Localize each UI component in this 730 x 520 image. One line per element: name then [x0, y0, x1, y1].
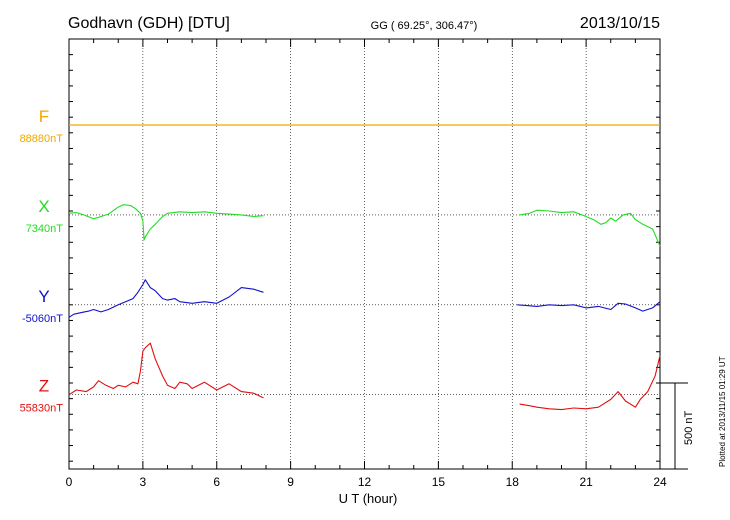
x-tick-label: 12	[358, 475, 372, 489]
station-coordinates: GG ( 69.25°, 306.47°)	[371, 20, 478, 32]
series-line-x	[68, 204, 264, 241]
series-line-x	[519, 209, 661, 247]
series-name-x: X	[38, 197, 49, 216]
series-name-y: Y	[38, 287, 49, 306]
x-tick-label: 9	[287, 475, 294, 489]
series-line-y	[517, 301, 661, 312]
series-baseline-x: 7340nT	[26, 223, 64, 235]
series-baseline-y: -5060nT	[22, 313, 63, 325]
x-axis-label: U T (hour)	[339, 491, 398, 506]
series-labels: F 88880nT X 7340nT Y -5060nT Z 55830nT	[20, 107, 64, 415]
x-tick-label: 0	[66, 475, 73, 489]
grid-lines	[69, 39, 660, 469]
x-tick-label: 18	[506, 475, 520, 489]
x-tick-label: 24	[653, 475, 667, 489]
x-tick-label: 3	[140, 475, 147, 489]
chart-date: 2013/10/15	[580, 15, 660, 32]
x-tick-label: 6	[213, 475, 220, 489]
series-line-y	[68, 279, 264, 318]
series-lines	[68, 124, 661, 411]
x-tick-labels: 0 3 6 9 12 15 18 21 24	[66, 475, 667, 489]
series-line-z	[519, 355, 661, 411]
series-baseline-z: 55830nT	[20, 403, 64, 415]
station-title: Godhavn (GDH) [DTU]	[68, 15, 230, 32]
scale-bar-label: 500 nT	[683, 410, 695, 445]
series-line-z	[68, 342, 264, 399]
x-tick-label: 15	[432, 475, 446, 489]
series-name-z: Z	[39, 377, 49, 396]
x-tick-label: 21	[579, 475, 593, 489]
axis-ticks	[68, 39, 661, 469]
series-name-f: F	[39, 107, 49, 126]
plot-frame	[68, 38, 661, 470]
series-baseline-f: 88880nT	[20, 133, 64, 145]
plotted-timestamp: Plotted at 2013/11/15 01:29 UT	[718, 356, 727, 467]
scale-bar: 500 nT	[660, 382, 695, 470]
